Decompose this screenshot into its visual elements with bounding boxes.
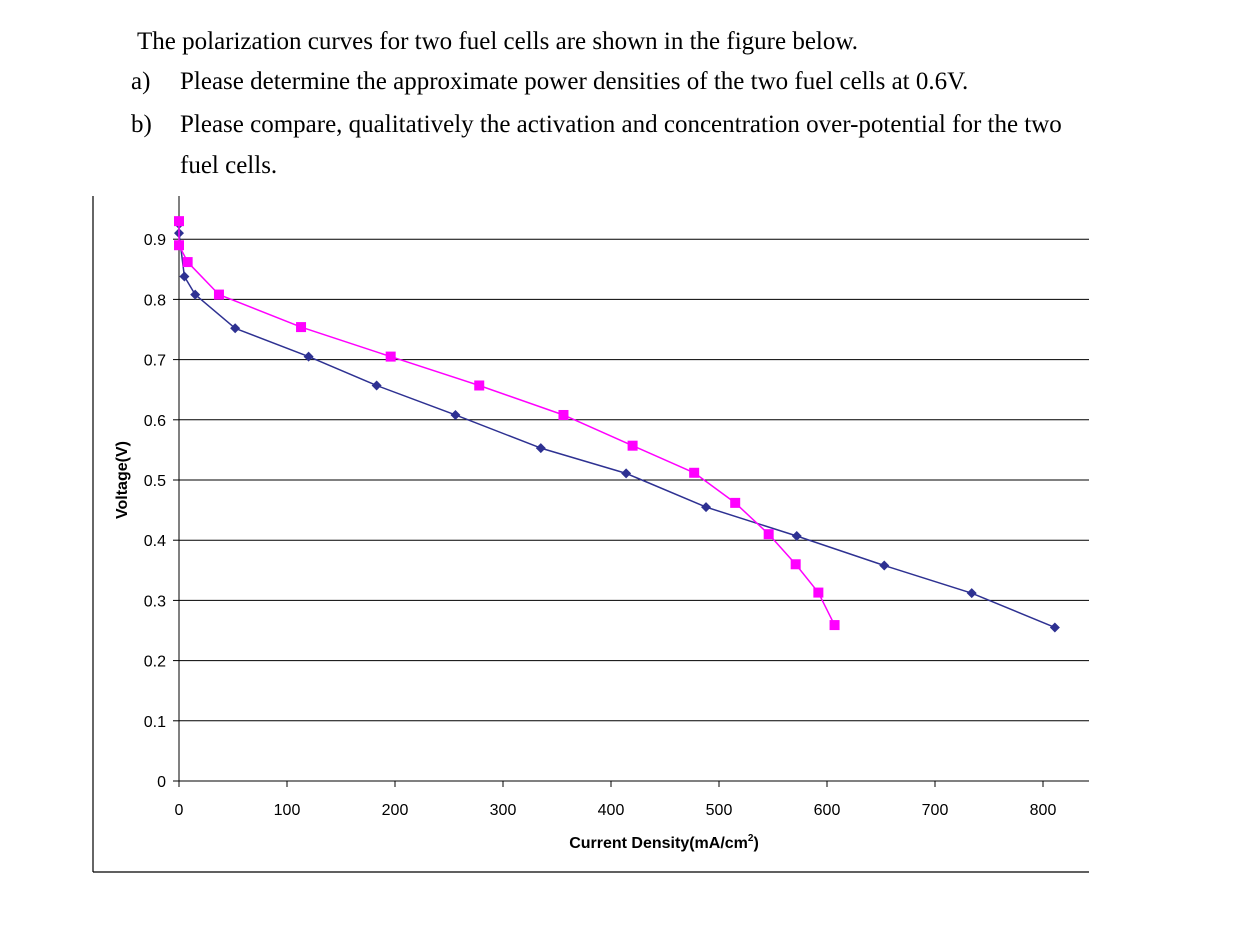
x-tick-label: 0 [175,802,184,819]
series-2-marker [174,240,184,251]
series-1-marker [701,502,712,513]
series-2-marker [813,587,824,598]
series-1-marker [371,380,382,391]
x-axis-title-suffix: ) [753,835,758,852]
series-1-marker [966,588,977,599]
series-2-marker [627,440,638,451]
axes [173,196,1089,787]
y-tick-label: 0.7 [144,353,166,370]
y-tick-label: 0.4 [144,533,166,550]
series-2-marker [296,322,307,333]
series-2-marker [763,529,774,540]
y-tick-label: 0 [157,774,166,791]
series-1-line [178,224,1056,629]
gridlines [179,238,1089,722]
x-axis-title: Current Density(mA/cm2) [569,833,759,852]
series-2-marker [474,380,485,391]
x-tick-label: 600 [814,802,841,819]
series-1-marker [1049,622,1060,633]
x-tick-label: 200 [382,802,409,819]
series-2-marker [829,620,840,631]
y-tick-label: 0.8 [144,292,166,309]
series-2-marker [213,289,224,300]
series-1-marker [179,271,190,282]
part-b-label: b) [131,111,152,138]
y-axis-title: Voltage(V) [114,441,131,519]
series-2-marker [730,497,741,508]
series-2-marker [689,467,700,478]
series-1-marker [450,409,461,420]
y-tick-label: 0.1 [144,714,166,731]
part-b-text: Please compare, qualitatively the activa… [180,111,1062,138]
y-tick-label: 0.9 [144,232,166,249]
y-tick-label: 0.5 [144,473,166,490]
part-a-text: Please determine the approximate power d… [180,68,969,95]
x-axis-title-superscript: 2 [748,833,754,844]
series-2-marker [174,216,184,227]
x-tick-label: 700 [922,802,949,819]
y-tick-labels: 0 0.1 0.2 0.3 0.4 0.5 0.6 0.7 0.8 0.9 [144,232,166,791]
series-1-marker [535,443,546,454]
series-1-marker [879,560,890,571]
part-a-label: a) [131,68,151,95]
series-1-marker [190,289,201,300]
series-1-marker [621,468,632,479]
series-layer [174,216,1060,633]
series-1-marker [303,351,314,362]
y-tick-label: 0.6 [144,413,166,430]
y-tick-label: 0.2 [144,654,166,671]
x-tick-label: 500 [706,802,733,819]
x-tick-label: 300 [490,802,517,819]
y-tick-label: 0.3 [144,593,166,610]
x-axis-title-main: Current Density(mA/cm [569,835,748,852]
series-2-marker [182,257,193,268]
series-1-marker [230,323,241,334]
series-2-marker [558,409,569,420]
part-b-continuation: fuel cells. [180,152,278,179]
x-tick-label: 100 [274,802,301,819]
series-2-line [178,221,836,626]
x-tick-label: 800 [1030,802,1057,819]
series-1-marker [791,530,802,541]
x-tick-label: 400 [598,802,625,819]
series-2-marker [790,559,801,570]
series-2-marker [385,351,396,362]
x-tick-labels: 0 100 200 300 400 500 600 700 800 [175,802,1057,819]
question-intro: The polarization curves for two fuel cel… [137,28,859,55]
